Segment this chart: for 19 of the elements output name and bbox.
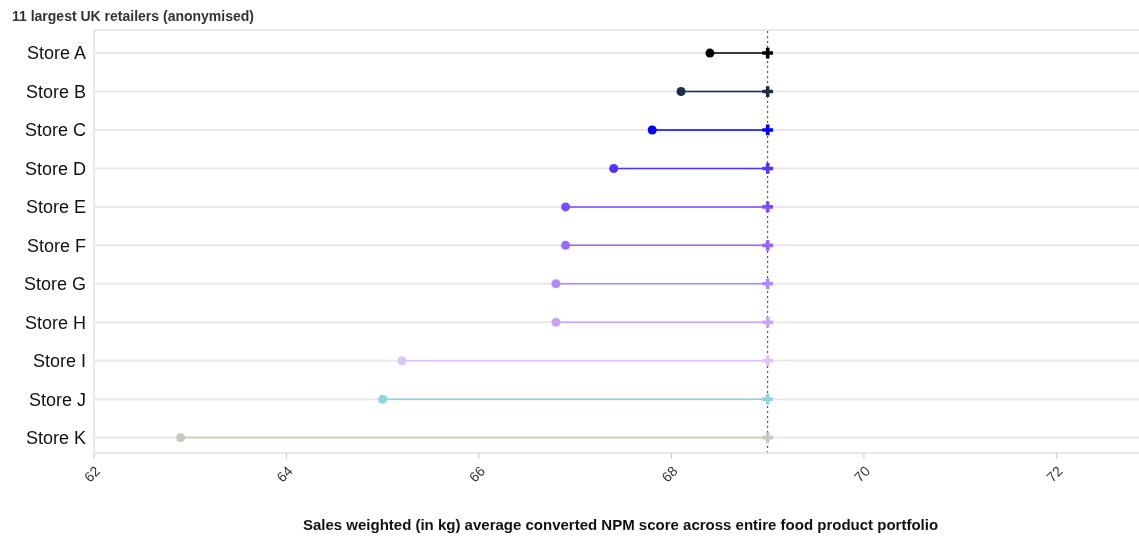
y-tick-label: Store B: [25, 81, 86, 102]
y-tick-label: Store F: [26, 235, 86, 256]
x-tick-label: 68: [658, 462, 681, 486]
x-tick-label: 66: [465, 462, 489, 486]
x-tick-label: 62: [80, 462, 104, 486]
x-axis-title: Sales weighted (in kg) average converted NPM score across entire food product portfolio: [301, 516, 940, 533]
y-tick-label: Store A: [26, 43, 86, 64]
y-tick-label: Store I: [32, 351, 86, 372]
y-tick-label: Store G: [23, 274, 86, 295]
x-tick-label: 70: [850, 462, 874, 486]
y-tick-label: Store C: [24, 120, 86, 141]
y-tick-label: Store H: [24, 312, 86, 333]
y-tick-label: Store D: [24, 158, 86, 179]
y-tick-label: Store E: [25, 197, 86, 218]
y-tick-label: Store K: [25, 428, 86, 449]
y-tick-label: Store J: [28, 389, 86, 410]
chart-subtitle: 11 largest UK retailers (anonymised): [12, 8, 254, 24]
x-tick-label: 72: [1043, 462, 1066, 486]
x-tick-label: 64: [273, 462, 296, 486]
